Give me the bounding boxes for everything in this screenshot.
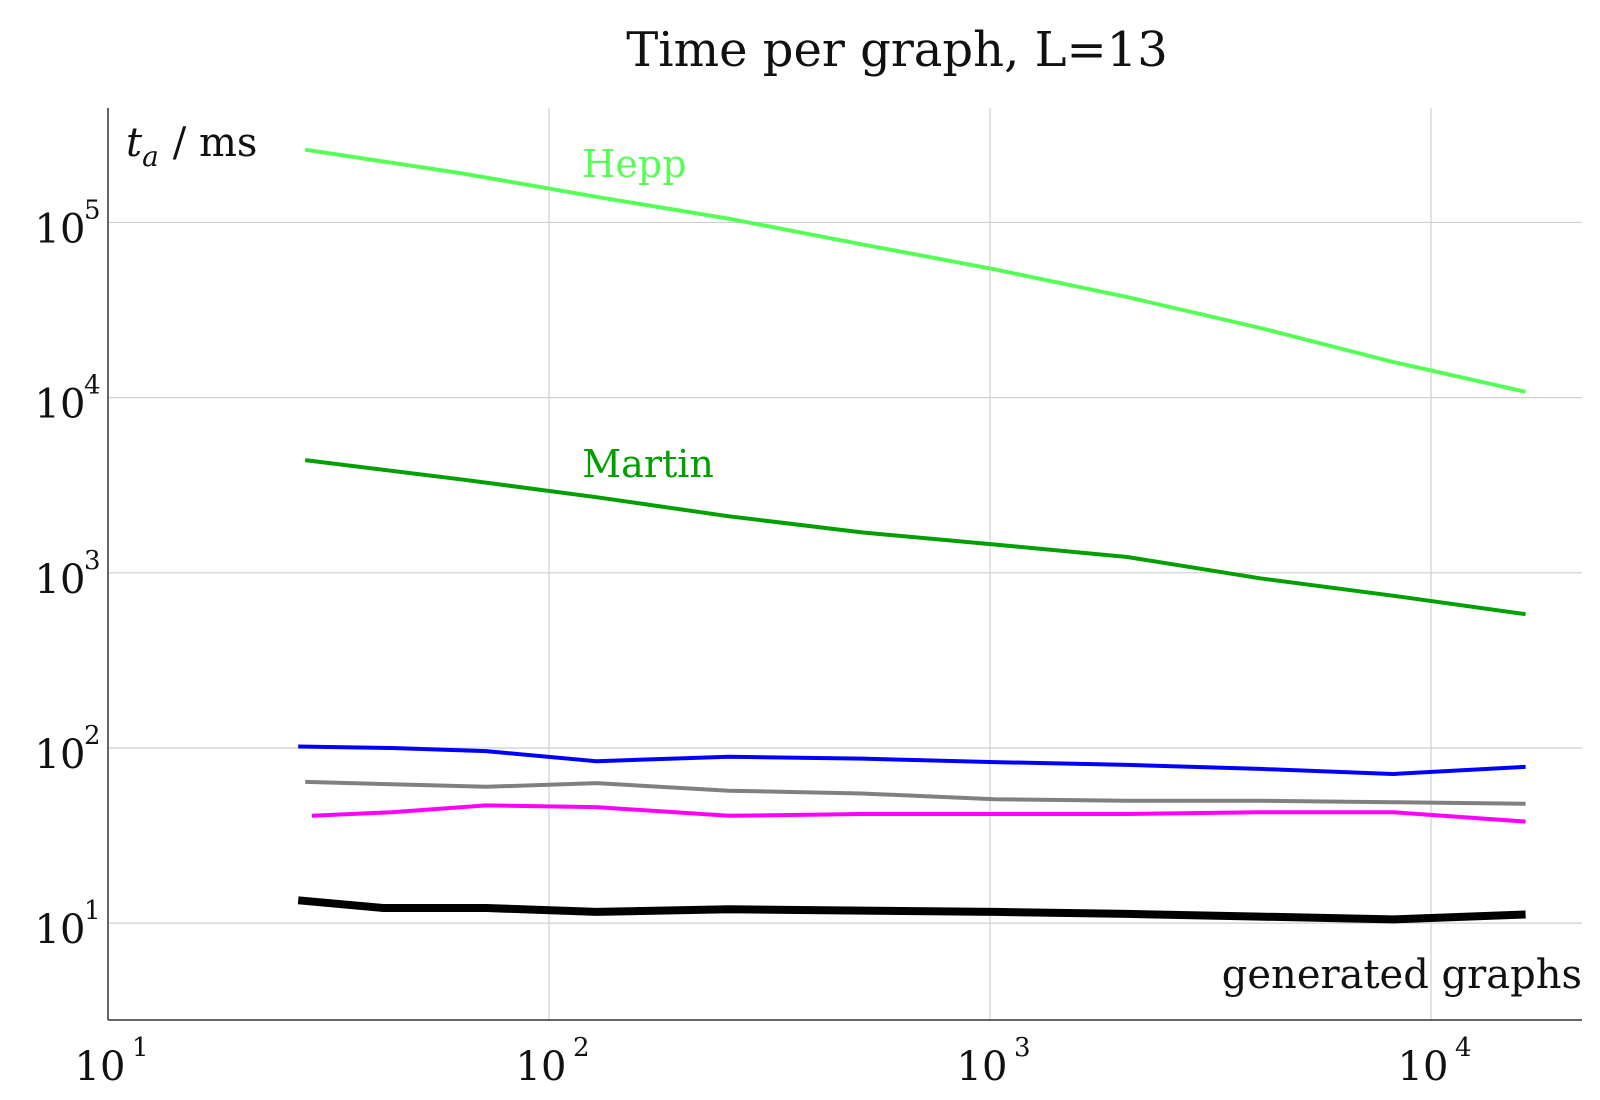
y-tick-label: 10 [35, 732, 86, 778]
series-line-5 [298, 900, 1525, 919]
chart-title: Time per graph, L=13 [626, 22, 1168, 78]
series-label-martin: Martin [582, 442, 714, 486]
series-label-hepp: Hepp [582, 142, 686, 186]
x-tick-exponent: 2 [573, 1033, 590, 1063]
y-axis-unit: / ms [173, 120, 258, 166]
x-tick-label: 10 [957, 1044, 1008, 1090]
x-tick-exponent: 3 [1014, 1033, 1031, 1063]
series-line-hepp [305, 150, 1525, 392]
y-tick-exponent: 2 [84, 721, 101, 751]
series-line-3 [305, 782, 1525, 804]
y-tick-label: 10 [35, 206, 86, 252]
y-axis-symbol: t [126, 120, 143, 166]
y-tick-label: 10 [35, 557, 86, 603]
y-tick-label: 10 [35, 382, 86, 428]
y-tick-exponent: 1 [84, 896, 101, 926]
y-axis-subscript: a [142, 140, 159, 173]
y-tick-exponent: 5 [84, 195, 101, 225]
x-tick-exponent: 1 [132, 1033, 149, 1063]
x-tick-label: 10 [75, 1044, 126, 1090]
series-line-2 [298, 747, 1525, 775]
series-line-4 [312, 805, 1526, 821]
x-tick-label: 10 [516, 1044, 567, 1090]
x-axis-label: generated graphs [1222, 952, 1582, 998]
series-line-martin [305, 460, 1525, 614]
y-tick-exponent: 3 [84, 546, 101, 576]
y-tick-label: 10 [35, 907, 86, 953]
x-tick-label: 10 [1398, 1044, 1449, 1090]
x-tick-exponent: 4 [1455, 1033, 1472, 1063]
y-tick-exponent: 4 [84, 371, 101, 401]
y-axis-label: ta / ms [126, 120, 257, 173]
